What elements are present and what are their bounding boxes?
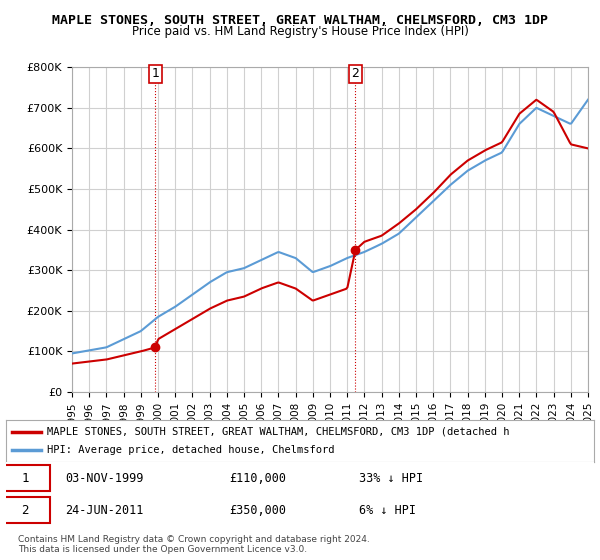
Text: MAPLE STONES, SOUTH STREET, GREAT WALTHAM, CHELMSFORD, CM3 1DP (detached h: MAPLE STONES, SOUTH STREET, GREAT WALTHA… xyxy=(47,427,509,437)
Text: 33% ↓ HPI: 33% ↓ HPI xyxy=(359,472,423,484)
Text: Price paid vs. HM Land Registry's House Price Index (HPI): Price paid vs. HM Land Registry's House … xyxy=(131,25,469,38)
Text: Contains HM Land Registry data © Crown copyright and database right 2024.
This d: Contains HM Land Registry data © Crown c… xyxy=(18,535,370,554)
Text: 6% ↓ HPI: 6% ↓ HPI xyxy=(359,504,416,517)
FancyBboxPatch shape xyxy=(0,465,50,491)
Text: HPI: Average price, detached house, Chelmsford: HPI: Average price, detached house, Chel… xyxy=(47,445,335,455)
Text: 2: 2 xyxy=(352,67,359,80)
Text: £350,000: £350,000 xyxy=(229,504,286,517)
Text: 24-JUN-2011: 24-JUN-2011 xyxy=(65,504,143,517)
Text: £110,000: £110,000 xyxy=(229,472,286,484)
FancyBboxPatch shape xyxy=(0,497,50,523)
Text: MAPLE STONES, SOUTH STREET, GREAT WALTHAM, CHELMSFORD, CM3 1DP: MAPLE STONES, SOUTH STREET, GREAT WALTHA… xyxy=(52,14,548,27)
Text: 1: 1 xyxy=(22,472,29,484)
Text: 1: 1 xyxy=(151,67,160,80)
Text: 03-NOV-1999: 03-NOV-1999 xyxy=(65,472,143,484)
Text: 2: 2 xyxy=(22,504,29,517)
